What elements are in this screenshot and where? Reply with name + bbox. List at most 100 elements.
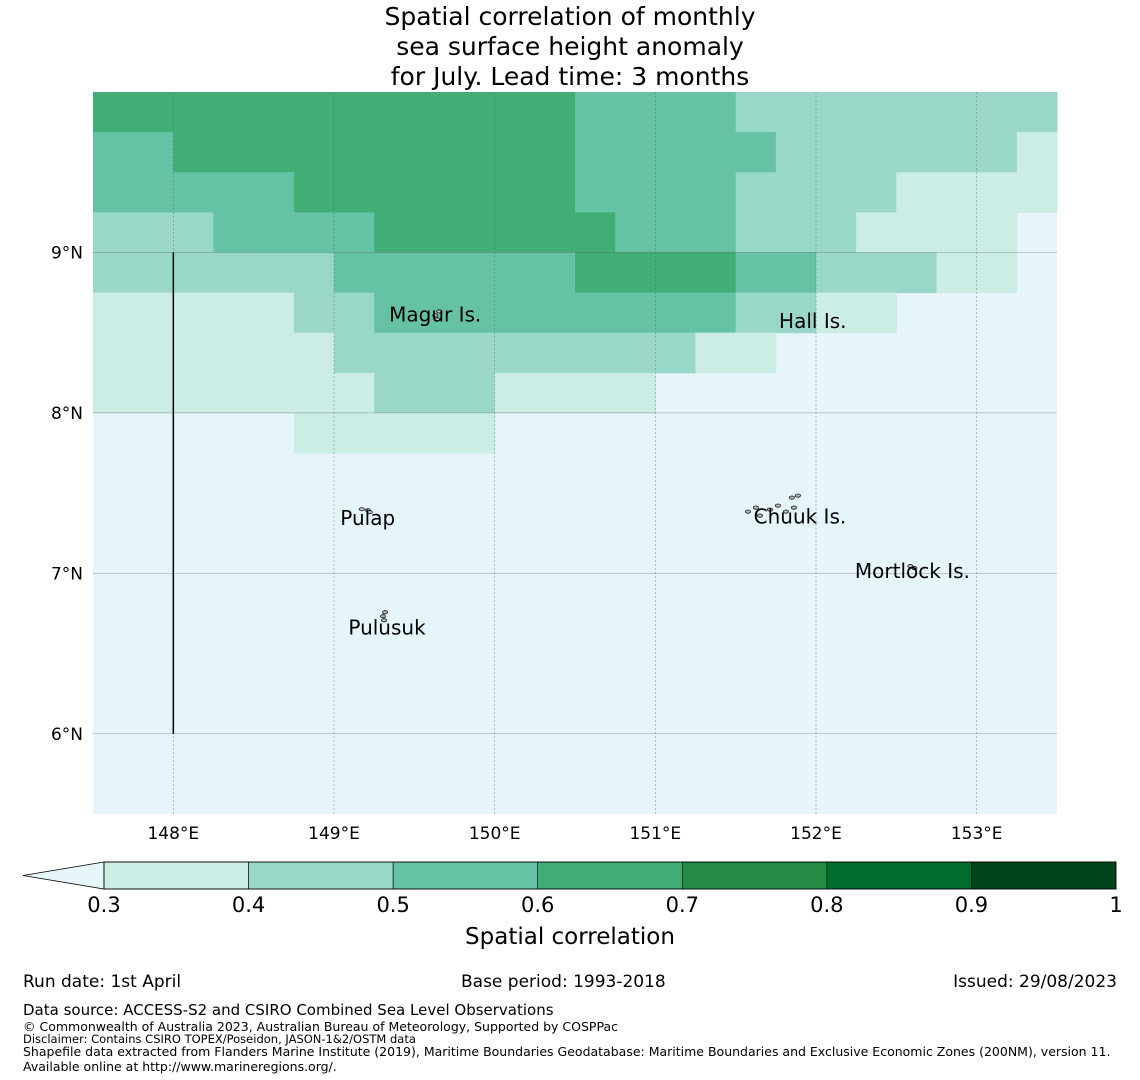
correlation-cell xyxy=(575,372,616,414)
correlation-cell xyxy=(293,212,335,253)
correlation-cell xyxy=(735,292,777,334)
correlation-cell xyxy=(213,372,255,414)
colorbar-label: Spatial correlation xyxy=(465,924,675,950)
correlation-cell xyxy=(655,132,696,173)
island-shape xyxy=(432,313,439,318)
colorbar-segment xyxy=(392,861,539,890)
correlation-cell xyxy=(896,92,937,133)
colorbar-frame xyxy=(103,861,1117,890)
island-shape xyxy=(794,493,801,498)
correlation-cell xyxy=(454,252,496,294)
correlation-cell xyxy=(133,172,174,213)
correlation-cell xyxy=(374,412,415,454)
correlation-cell xyxy=(334,132,375,173)
island-shape xyxy=(766,507,773,512)
correlation-cell xyxy=(454,172,496,213)
colorbar-segment xyxy=(537,861,683,890)
correlation-cell xyxy=(816,292,857,334)
correlation-cell xyxy=(454,92,496,133)
island-shape xyxy=(907,564,914,569)
correlation-cell xyxy=(253,332,295,374)
correlation-cell xyxy=(293,292,335,334)
correlation-cell xyxy=(133,252,174,294)
correlation-cell xyxy=(1016,172,1058,213)
correlation-cell xyxy=(775,132,817,173)
correlation-cell xyxy=(615,172,656,213)
correlation-cell xyxy=(454,132,496,173)
colorbar-tick-label: 0.5 xyxy=(376,893,409,917)
correlation-cell xyxy=(93,92,134,133)
correlation-cell xyxy=(334,332,375,374)
correlation-cell xyxy=(494,292,536,334)
lat-tick-label: 9°N xyxy=(51,243,83,263)
correlation-cell xyxy=(534,132,576,173)
correlation-cell xyxy=(374,132,415,173)
colorbar-tick-label: 0.3 xyxy=(87,893,120,917)
correlation-cell xyxy=(695,252,737,294)
correlation-cell xyxy=(534,92,576,133)
map-panel: Magur Is. Hall Is. Pulap Chuuk Is. Mortlock … xyxy=(51,92,1058,844)
lat-tick-label: 7°N xyxy=(51,564,83,584)
lon-tick-label: 153°E xyxy=(951,824,1003,844)
correlation-cell xyxy=(213,212,255,253)
correlation-cell xyxy=(534,252,576,294)
correlation-cell xyxy=(334,252,375,294)
colorbar-tick-label: 1 xyxy=(1109,893,1122,917)
correlation-cell xyxy=(775,292,817,334)
correlation-cell xyxy=(896,252,937,294)
correlation-cell xyxy=(695,212,737,253)
correlation-cell xyxy=(173,132,214,173)
correlation-cell xyxy=(976,132,1018,173)
run-date: Run date: 1st April xyxy=(23,972,182,992)
correlation-cell xyxy=(293,252,335,294)
lon-tick-label: 148°E xyxy=(147,824,199,844)
correlation-cell xyxy=(856,212,897,253)
island-shape xyxy=(788,495,795,500)
correlation-cell xyxy=(253,292,295,334)
island-label: Pulap xyxy=(340,506,395,530)
correlation-cell xyxy=(695,332,737,374)
correlation-cell xyxy=(735,92,777,133)
correlation-cell xyxy=(1016,92,1058,133)
base-period: Base period: 1993-2018 xyxy=(461,972,666,992)
correlation-cell xyxy=(133,92,174,133)
colorbar-segment xyxy=(826,861,972,890)
island-shape xyxy=(381,618,388,623)
correlation-cell xyxy=(896,172,937,213)
correlation-cell xyxy=(816,132,857,173)
correlation-cell xyxy=(374,212,415,253)
shapefile-credit: Shapefile data extracted from Flanders M… xyxy=(23,1044,1111,1074)
correlation-cell xyxy=(334,372,375,414)
correlation-cell xyxy=(655,292,696,334)
correlation-cell xyxy=(253,172,295,213)
correlation-cell xyxy=(856,292,897,334)
island-shape xyxy=(790,505,797,510)
title-line-1: Spatial correlation of monthly xyxy=(384,2,756,31)
correlation-cell xyxy=(133,332,174,374)
correlation-cell xyxy=(374,252,415,294)
correlation-cell xyxy=(334,92,375,133)
correlation-cell xyxy=(655,172,696,213)
correlation-cell xyxy=(334,292,375,334)
correlation-cell xyxy=(936,172,978,213)
correlation-cell xyxy=(494,332,536,374)
correlation-cell xyxy=(816,92,857,133)
correlation-cell xyxy=(856,172,897,213)
correlation-cell xyxy=(936,212,978,253)
title-line-2: sea surface height anomaly xyxy=(396,32,744,61)
correlation-cell xyxy=(494,132,536,173)
correlation-cell xyxy=(615,372,656,414)
correlation-cell xyxy=(494,252,536,294)
correlation-cell xyxy=(976,92,1018,133)
correlation-cell xyxy=(615,252,656,294)
correlation-cell xyxy=(454,212,496,253)
colorbar-segment xyxy=(103,861,249,890)
correlation-cell xyxy=(575,132,616,173)
correlation-cell xyxy=(293,172,335,213)
correlation-cell xyxy=(534,172,576,213)
correlation-cell xyxy=(936,252,978,294)
correlation-cell xyxy=(494,372,536,414)
correlation-cell xyxy=(93,332,134,374)
island-shape xyxy=(911,566,918,571)
colorbar-tick-label: 0.7 xyxy=(666,893,699,917)
